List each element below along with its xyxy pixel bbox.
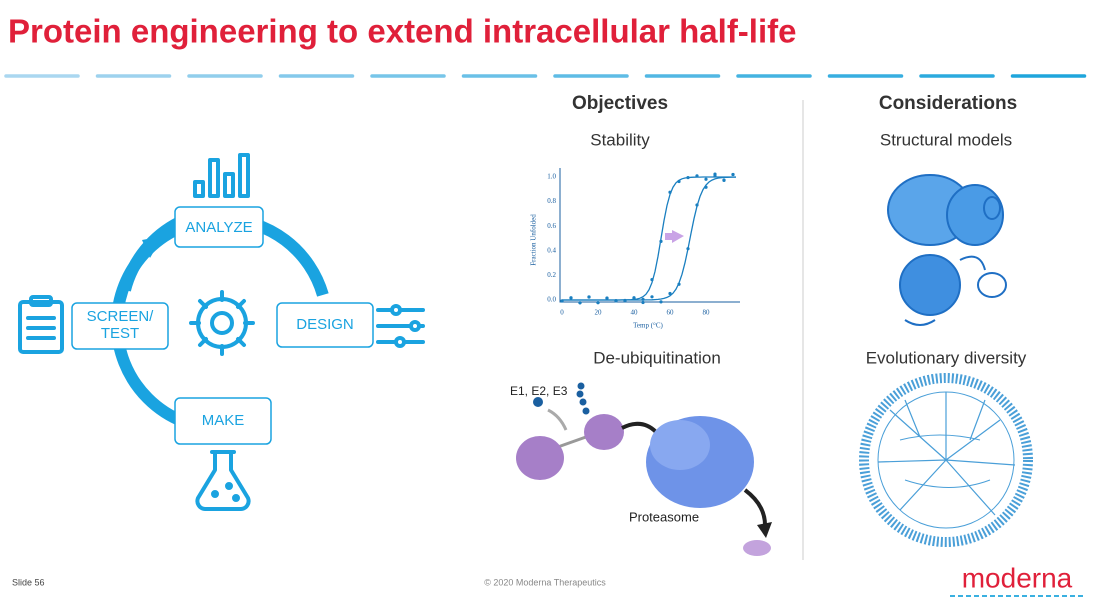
analyze-box [174, 206, 264, 248]
plot-y-tick: 0.6 [547, 222, 556, 230]
flask-icon [195, 450, 251, 511]
screen-label: TEST [101, 325, 139, 342]
plot-axes [559, 168, 740, 303]
screen-box [71, 302, 169, 350]
brand-logo: moderna [962, 562, 1073, 593]
plot-curve [562, 176, 736, 301]
plot-x-label: Temp (°C) [633, 322, 663, 330]
make-box [174, 397, 272, 445]
plot-dot [596, 301, 600, 305]
make-label: MAKE [202, 412, 245, 429]
protein-structure [887, 174, 1007, 326]
structural-label: Structural models [880, 130, 1012, 149]
plot-dot [650, 295, 654, 299]
plot-dot [569, 296, 573, 300]
deubiquitination-label: De-ubiquitination [593, 348, 721, 367]
plot-dot [605, 296, 609, 300]
considerations-heading: Considerations [879, 93, 1017, 114]
plot-dot [659, 300, 663, 304]
plot-dot [641, 300, 645, 305]
plot-x-tick: 20 [595, 309, 603, 317]
plot-y-tick: 0.0 [547, 296, 556, 304]
phylogenetic-tree [859, 373, 1033, 547]
stability-plot: 0.0 0.2 0.4 0.6 0.8 1.0 0 20 40 60 80 [547, 168, 740, 317]
plot-x-tick: 0 [560, 309, 564, 317]
plot-x-tick: 60 [667, 309, 675, 317]
plot-dot [704, 177, 708, 181]
plot-y-label: Fraction Unfolded [530, 214, 538, 266]
stability-label: Stability [590, 130, 650, 149]
objectives-heading: Objectives [572, 93, 668, 114]
plot-x-tick: 40 [631, 309, 639, 317]
design-box [276, 302, 374, 348]
shift-arrow [665, 233, 673, 240]
plot-y-tick: 0.2 [547, 271, 556, 279]
bars-icon [193, 153, 250, 198]
plot-dot [578, 301, 582, 305]
gear-icon [189, 290, 255, 356]
plot-y-tick: 1.0 [547, 173, 556, 181]
plot-dot [713, 174, 717, 178]
plot-y-tick: 0.4 [547, 246, 556, 254]
plot-dot [587, 295, 591, 299]
slide-title: Protein engineering to extend intracellu… [8, 13, 796, 50]
plot-dot [722, 178, 726, 182]
design-label: DESIGN [296, 316, 354, 333]
analyze-label: ANALYZE [185, 219, 252, 236]
plot-y-tick: 0.8 [547, 197, 556, 205]
plot-dot [632, 296, 636, 300]
sliders-icon [376, 304, 425, 348]
enzymes-label: E1, E2, E3 [510, 384, 568, 398]
evolutionary-label: Evolutionary diversity [866, 348, 1027, 367]
plot-dot [731, 172, 735, 177]
cycle-diagram: ANALYZE DESIGN MAKE SCREEN/ TEST [18, 153, 425, 511]
shift-arrow [672, 230, 684, 243]
copyright: © 2020 Moderna Therapeutics [484, 577, 606, 587]
screen-label: SCREEN/ [87, 308, 155, 325]
plot-x-tick: 80 [703, 309, 711, 317]
proteasome-label: Proteasome [629, 509, 699, 524]
ubiquitin-illustration [516, 382, 772, 556]
slide-number: Slide 56 [12, 577, 45, 587]
clipboard-icon [18, 295, 64, 354]
plot-curve [562, 176, 736, 301]
